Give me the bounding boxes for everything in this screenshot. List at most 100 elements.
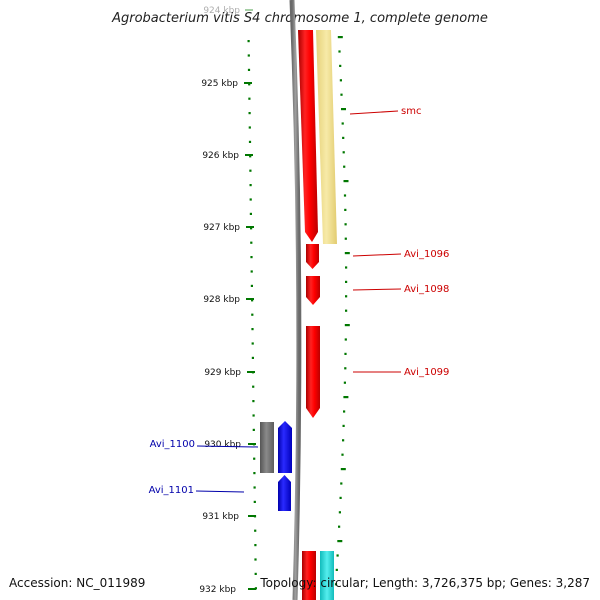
outer-ruler-dot bbox=[344, 223, 347, 226]
label-avi-1098[interactable]: Avi_1098 bbox=[404, 284, 449, 295]
gene-avi-1100[interactable] bbox=[278, 421, 292, 473]
map-title: Agrobacterium vitis S4 chromosome 1, com… bbox=[111, 11, 488, 26]
tick-label-927: 927 kbp bbox=[203, 223, 240, 233]
inner-ruler-dot bbox=[253, 500, 256, 503]
outer-ruler-dot bbox=[344, 352, 347, 355]
outer-ruler-dot bbox=[338, 50, 341, 53]
outer-ruler-dot bbox=[343, 180, 349, 183]
outer-ruler-dot bbox=[342, 136, 345, 139]
outer-ruler-dot bbox=[342, 151, 345, 154]
tick-label-930: 930 kbp bbox=[204, 440, 241, 450]
inner-ruler-dot bbox=[249, 169, 252, 172]
tick-label-928: 928 kbp bbox=[203, 295, 240, 305]
outer-ruler-dot bbox=[340, 468, 346, 471]
tick-label-929: 929 kbp bbox=[204, 368, 241, 378]
inner-ruler-dot bbox=[251, 313, 254, 316]
outer-ruler-dot bbox=[345, 266, 348, 269]
inner-ruler-dot bbox=[250, 241, 253, 244]
gene-bottom-red[interactable] bbox=[302, 551, 316, 600]
outer-ruler-dot bbox=[337, 36, 343, 39]
inner-ruler-dot bbox=[251, 356, 254, 359]
leader-avi-1096 bbox=[352, 253, 402, 257]
outer-ruler-dot bbox=[341, 108, 346, 111]
inner-ruler-dots bbox=[247, 40, 257, 590]
label-avi-1096[interactable]: Avi_1096 bbox=[404, 249, 449, 260]
outer-ruler-dot bbox=[339, 64, 342, 67]
inner-ruler-dot bbox=[251, 299, 254, 302]
inner-ruler-dot bbox=[249, 212, 252, 215]
inner-ruler-dot bbox=[253, 457, 256, 460]
teal-feature[interactable] bbox=[320, 551, 334, 600]
outer-ruler-dot bbox=[338, 525, 341, 528]
outer-ruler-dot bbox=[343, 396, 349, 399]
gene-smc[interactable] bbox=[298, 30, 318, 242]
gene-avi-1101[interactable] bbox=[278, 475, 291, 511]
outer-ruler-dot bbox=[344, 338, 347, 341]
outer-ruler-dot bbox=[344, 208, 347, 211]
inner-ruler-dot bbox=[251, 342, 254, 345]
inner-ruler-dot bbox=[248, 83, 251, 86]
genome-summary-text: Topology: circular; Length: 3,726,375 bp… bbox=[259, 576, 590, 590]
tick-label-931: 931 kbp bbox=[202, 512, 239, 522]
outer-ruler-dot bbox=[344, 237, 347, 240]
inner-ruler-dot bbox=[248, 112, 251, 115]
label-smc[interactable]: smc bbox=[401, 106, 421, 117]
inner-ruler-dot bbox=[248, 140, 252, 143]
outer-ruler-dot bbox=[341, 453, 344, 456]
outer-ruler-dot bbox=[342, 439, 345, 442]
smc-feature-band[interactable] bbox=[316, 30, 337, 244]
inner-ruler-dot bbox=[248, 126, 251, 129]
outer-ruler-dot bbox=[345, 309, 348, 312]
outer-ruler-dot bbox=[345, 295, 348, 298]
outer-ruler-dot bbox=[341, 122, 344, 125]
inner-ruler-dot bbox=[248, 97, 251, 100]
outer-ruler-dot bbox=[344, 252, 350, 255]
inner-ruler-dot bbox=[250, 270, 253, 273]
outer-ruler-dot bbox=[337, 540, 343, 543]
gray-pseudogene[interactable] bbox=[260, 422, 274, 473]
accession-text: Accession: NC_011989 bbox=[9, 576, 145, 590]
outer-ruler-dot bbox=[335, 568, 338, 571]
inner-ruler-dot bbox=[249, 184, 252, 187]
label-avi-1099[interactable]: Avi_1099 bbox=[404, 367, 449, 378]
outer-ruler-dot bbox=[343, 165, 346, 168]
inner-ruler-dot bbox=[247, 54, 250, 57]
leader-avi-1100 bbox=[196, 445, 259, 448]
outer-ruler-dot bbox=[342, 424, 345, 427]
inner-ruler-dot bbox=[247, 40, 250, 43]
gene-avi-1099[interactable] bbox=[306, 326, 320, 418]
inner-ruler-dot bbox=[254, 558, 257, 561]
inner-ruler-dot bbox=[250, 284, 253, 287]
inner-ruler-dot bbox=[252, 400, 255, 403]
inner-ruler-dot bbox=[252, 428, 255, 431]
outer-ruler-dot bbox=[343, 381, 346, 384]
outer-ruler-dot bbox=[334, 583, 338, 586]
inner-ruler-dot bbox=[251, 328, 254, 331]
label-avi-1100[interactable]: Avi_1100 bbox=[150, 439, 195, 450]
leader-avi-1101 bbox=[195, 490, 245, 493]
gene-avi-1098[interactable] bbox=[306, 276, 320, 305]
tick-label-924: 924 kbp bbox=[203, 6, 240, 16]
outer-ruler-dot bbox=[343, 194, 347, 197]
gene-avi-1096[interactable] bbox=[306, 244, 319, 269]
inner-ruler-dot bbox=[249, 198, 252, 201]
outer-ruler-dot bbox=[340, 482, 343, 485]
inner-ruler-dot bbox=[254, 572, 257, 575]
inner-ruler-dot bbox=[250, 256, 253, 259]
inner-ruler-dot bbox=[253, 486, 256, 489]
inner-ruler-dot bbox=[249, 155, 252, 158]
label-avi-1101[interactable]: Avi_1101 bbox=[149, 485, 194, 496]
outer-ruler-dot bbox=[339, 79, 342, 82]
inner-ruler-dot bbox=[252, 385, 255, 388]
inner-ruler-dot bbox=[253, 472, 256, 475]
inner-ruler-dot bbox=[254, 529, 257, 532]
outer-ruler-dot bbox=[339, 496, 342, 499]
outer-ruler-dot bbox=[345, 280, 348, 283]
inner-ruler-dot bbox=[254, 544, 257, 547]
outer-ruler-dot bbox=[344, 324, 350, 327]
outer-ruler-dots bbox=[334, 36, 350, 586]
chromosome-backbone bbox=[289, 0, 302, 600]
outer-ruler-dot bbox=[343, 410, 346, 413]
tick-label-925: 925 kbp bbox=[201, 79, 238, 89]
